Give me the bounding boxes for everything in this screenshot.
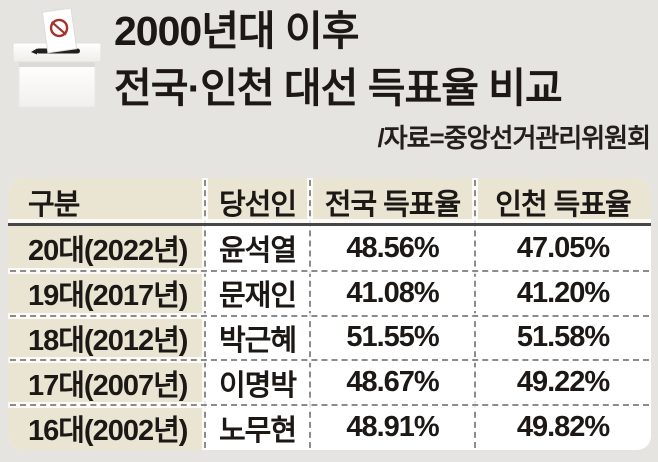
row-divider [8, 268, 651, 274]
cell-incheon-share: 49.82% [516, 411, 610, 444]
cell-incheon-share: 41.20% [516, 276, 610, 309]
cell-incheon-share: 51.58% [516, 321, 610, 354]
column-header-category: 구분 [8, 178, 205, 226]
header-underline-backing [8, 219, 651, 223]
row-divider [8, 357, 651, 363]
source-credit: /자료=중앙선거관리위원회 [377, 123, 651, 153]
cell-category: 19대(2017년) [8, 270, 205, 316]
election-results-table: 구분 당선인 전국 득표율 인천 득표율 20대(2022년) 윤석열 48.5… [8, 178, 651, 450]
table-row: 16대(2002년) 노무현 48.91% 49.82% [8, 405, 651, 450]
cell-winner: 이명박 [218, 369, 297, 402]
cell-category: 16대(2002년) [8, 405, 205, 450]
cell-winner: 노무현 [218, 414, 297, 447]
cell-incheon-share: 49.22% [516, 366, 610, 399]
cell-national-share: 51.55% [346, 321, 439, 354]
column-header-winner: 당선인 [205, 178, 310, 226]
cell-category: 17대(2007년) [8, 360, 205, 406]
cell-incheon-share: 47.05% [516, 231, 610, 264]
cell-winner: 박근혜 [218, 324, 297, 357]
table-row: 17대(2007년) 이명박 48.67% 49.22% [8, 360, 651, 406]
cell-winner: 문재인 [218, 280, 297, 313]
row-divider [8, 402, 651, 408]
cell-category: 20대(2022년) [8, 226, 205, 271]
cell-winner: 윤석열 [218, 235, 297, 268]
page-title: 2000년대 이후 전국·인천 대선 득표율 비교 [114, 3, 563, 117]
ballot-box-icon [8, 4, 106, 108]
cell-national-share: 48.67% [346, 366, 439, 399]
column-header-incheon-share: 인천 득표율 [475, 178, 651, 226]
table-header-row: 구분 당선인 전국 득표율 인천 득표율 [8, 178, 651, 226]
table-row: 20대(2022년) 윤석열 48.56% 47.05% [8, 226, 651, 271]
table-row: 18대(2012년) 박근혜 51.55% 51.58% [8, 315, 651, 361]
table-row: 19대(2017년) 문재인 41.08% 41.20% [8, 270, 651, 316]
title-line-1: 2000년대 이후 [114, 8, 359, 54]
cell-national-share: 48.56% [346, 231, 439, 264]
column-header-national-share: 전국 득표율 [310, 178, 475, 226]
row-divider [8, 313, 651, 319]
cell-national-share: 41.08% [346, 276, 439, 309]
cell-category: 18대(2012년) [8, 315, 205, 361]
header-underline [8, 223, 651, 226]
cell-national-share: 48.91% [346, 411, 439, 444]
title-line-2: 전국·인천 대선 득표율 비교 [114, 65, 563, 111]
